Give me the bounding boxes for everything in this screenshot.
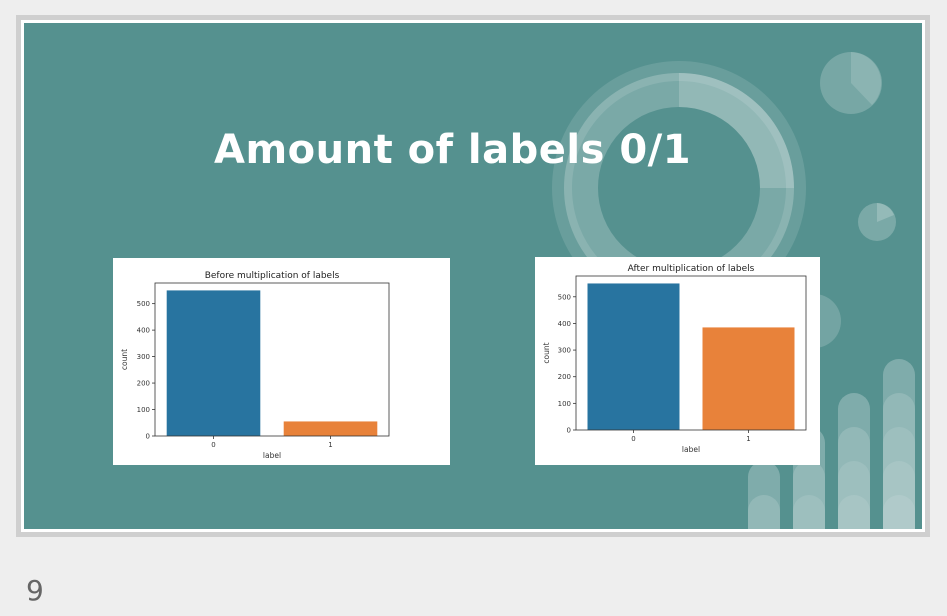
- y-axis-label: count: [120, 349, 129, 370]
- chart-title: After multiplication of labels: [628, 264, 755, 274]
- y-tick-label: 200: [558, 373, 571, 381]
- chart-before-svg: Before multiplication of labels 0 1 0 100 200…: [120, 271, 390, 460]
- slide-number: 9: [26, 574, 44, 607]
- slide: Amount of labels 0/1 Before multiplicati…: [24, 23, 922, 529]
- slide-border: Amount of labels 0/1 Before multiplicati…: [21, 20, 925, 532]
- chart-before: Before multiplication of labels 0 1 0 100 200…: [113, 258, 450, 465]
- y-tick-label: 0: [567, 427, 571, 435]
- y-tick-label: 200: [137, 380, 150, 388]
- x-tick-label: 1: [746, 435, 750, 443]
- axes-frame: [154, 282, 390, 437]
- bar-label-1: [283, 421, 378, 436]
- bar-label-1: [702, 327, 795, 430]
- y-tick-label: 100: [137, 406, 150, 414]
- axes-frame: [575, 275, 807, 431]
- y-tick-label: 300: [558, 347, 571, 355]
- x-tick-label: 0: [211, 441, 215, 449]
- decorative-graphics: [552, 52, 915, 529]
- pie-decoration-large: [820, 52, 882, 114]
- chart-after-svg: After multiplication of labels 0 1 0 100 200 3…: [542, 264, 807, 454]
- x-tick-label: 0: [631, 435, 635, 443]
- bar-label-0: [166, 290, 261, 436]
- y-tick-label: 500: [137, 300, 150, 308]
- y-tick-label: 400: [137, 327, 150, 335]
- y-axis-label: count: [542, 342, 551, 363]
- y-tick-label: 0: [146, 433, 150, 441]
- slide-frame: Amount of labels 0/1 Before multiplicati…: [16, 15, 930, 537]
- slide-title: Amount of labels 0/1: [214, 127, 692, 173]
- chart-title: Before multiplication of labels: [205, 271, 340, 281]
- y-tick-label: 300: [137, 353, 150, 361]
- chart-after: After multiplication of labels 0 1 0 100 200 3…: [535, 257, 820, 465]
- x-tick-label: 1: [328, 441, 332, 449]
- bar-label-0: [587, 283, 680, 430]
- x-axis-label: label: [682, 445, 700, 454]
- y-tick-label: 100: [558, 400, 571, 408]
- y-tick-label: 500: [558, 293, 571, 301]
- bar-pills-decoration: [748, 359, 915, 529]
- pie-decoration-small: [858, 203, 896, 241]
- y-tick-label: 400: [558, 320, 571, 328]
- x-axis-label: label: [263, 451, 281, 460]
